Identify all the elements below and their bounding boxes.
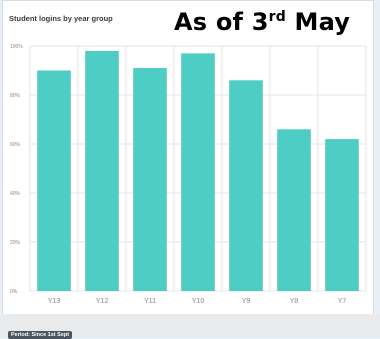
y-tick-label: 100% [10, 44, 23, 50]
x-tick-label: Y11 [144, 298, 156, 305]
period-badge: Period: Since 1st Sept [8, 331, 73, 339]
chart-title: Student logins by year group [9, 14, 113, 23]
bar [37, 70, 71, 291]
date-stamp-prefix: As of 3 [174, 8, 269, 36]
x-tick-label: Y7 [338, 298, 347, 305]
date-stamp-ordinal: rd [268, 9, 286, 25]
y-tick-label: 20% [10, 240, 21, 246]
x-tick-label: Y8 [290, 298, 299, 305]
y-tick-label: 60% [10, 142, 21, 148]
x-tick-label: Y12 [96, 298, 109, 305]
y-tick-label: 40% [10, 191, 21, 197]
bar [277, 129, 311, 291]
bar [229, 80, 263, 291]
bar [325, 139, 359, 291]
y-tick-label: 80% [10, 93, 21, 99]
x-tick-label: Y10 [192, 298, 205, 305]
x-tick-label: Y9 [242, 298, 251, 305]
bar [85, 50, 119, 292]
date-stamp-suffix: May [285, 8, 351, 36]
x-tick-label: Y13 [48, 298, 61, 305]
y-tick-label: 0% [10, 289, 18, 295]
bar [133, 68, 167, 291]
date-stamp: As of 3rd May [174, 8, 350, 36]
bar [181, 53, 215, 291]
